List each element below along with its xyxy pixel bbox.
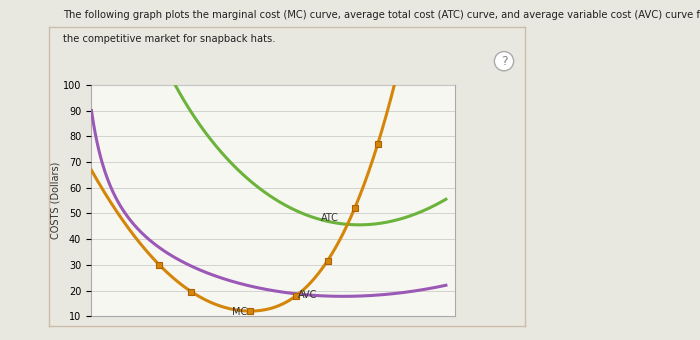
Y-axis label: COSTS (Dollars): COSTS (Dollars) (50, 162, 60, 239)
Text: ?: ? (500, 55, 508, 68)
Text: The following graph plots the marginal cost (MC) curve, average total cost (ATC): The following graph plots the marginal c… (63, 10, 700, 20)
Text: ATC: ATC (321, 213, 339, 223)
Text: MC: MC (232, 307, 247, 317)
Text: the competitive market for snapback hats.: the competitive market for snapback hats… (63, 34, 276, 44)
Text: AVC: AVC (298, 290, 317, 300)
